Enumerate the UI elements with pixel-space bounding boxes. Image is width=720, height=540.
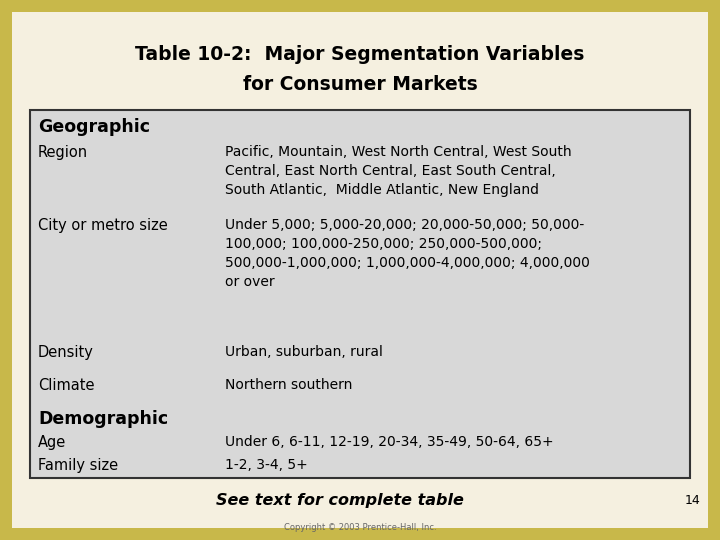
Text: City or metro size: City or metro size — [38, 218, 168, 233]
Text: Region: Region — [38, 145, 88, 160]
Text: for Consumer Markets: for Consumer Markets — [243, 76, 477, 94]
Text: Climate: Climate — [38, 378, 94, 393]
Text: Under 6, 6-11, 12-19, 20-34, 35-49, 50-64, 65+: Under 6, 6-11, 12-19, 20-34, 35-49, 50-6… — [225, 435, 554, 449]
Text: Pacific, Mountain, West North Central, West South
Central, East North Central, E: Pacific, Mountain, West North Central, W… — [225, 145, 572, 197]
Text: Geographic: Geographic — [38, 118, 150, 136]
Text: Urban, suburban, rural: Urban, suburban, rural — [225, 345, 383, 359]
Text: Family size: Family size — [38, 458, 118, 473]
Text: Age: Age — [38, 435, 66, 450]
Text: Copyright © 2003 Prentice-Hall, Inc.: Copyright © 2003 Prentice-Hall, Inc. — [284, 523, 436, 532]
Text: Table 10-2:  Major Segmentation Variables: Table 10-2: Major Segmentation Variables — [135, 45, 585, 64]
Text: 1-2, 3-4, 5+: 1-2, 3-4, 5+ — [225, 458, 307, 472]
Text: Under 5,000; 5,000-20,000; 20,000-50,000; 50,000-
100,000; 100,000-250,000; 250,: Under 5,000; 5,000-20,000; 20,000-50,000… — [225, 218, 590, 289]
Text: Northern southern: Northern southern — [225, 378, 352, 392]
Text: 14: 14 — [684, 494, 700, 507]
Text: Demographic: Demographic — [38, 410, 168, 428]
Bar — [30, 110, 690, 478]
Text: See text for complete table: See text for complete table — [216, 492, 464, 508]
Text: Density: Density — [38, 345, 94, 360]
